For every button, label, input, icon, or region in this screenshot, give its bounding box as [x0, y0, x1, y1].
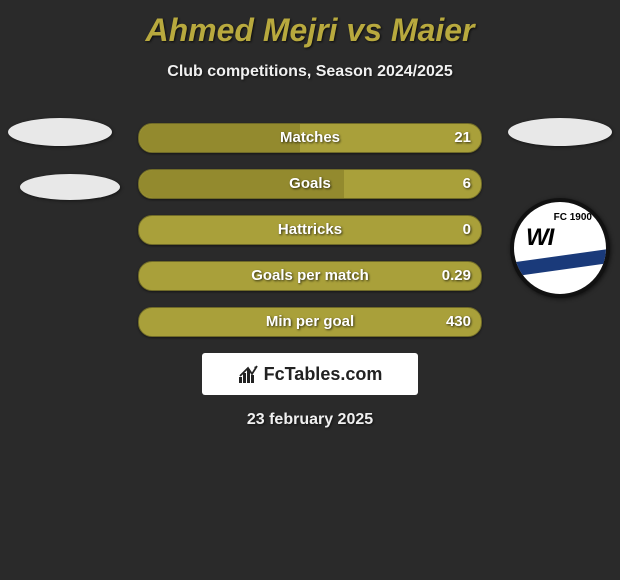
stat-right-value: 0.29: [442, 267, 471, 284]
stat-bar: Min per goal430: [138, 307, 482, 337]
subtitle: Club competitions, Season 2024/2025: [0, 63, 620, 81]
brand-text: FcTables.com: [264, 364, 383, 385]
stat-bar: Matches21: [138, 123, 482, 153]
left-player-logo: [8, 118, 120, 200]
page-title: Ahmed Mejri vs Maier: [0, 0, 620, 49]
date-text: 23 february 2025: [0, 411, 620, 429]
stat-right-value: 0: [463, 221, 471, 238]
comparison-bars: Matches21 Goals6 Hattricks0 Goals per match…: [138, 123, 482, 337]
stat-right-value: 6: [463, 175, 471, 192]
club-stripe: [510, 248, 610, 277]
club-big-text: WI: [526, 224, 553, 252]
stat-label: Goals per match: [139, 267, 481, 284]
stat-bar: Goals per match0.29: [138, 261, 482, 291]
stat-bar: Goals6: [138, 169, 482, 199]
stat-bar: Hattricks0: [138, 215, 482, 245]
club-logo: FC 1900 WI: [510, 198, 610, 298]
stat-right-value: 430: [446, 313, 471, 330]
ellipse-icon: [8, 118, 112, 146]
ellipse-icon: [508, 118, 612, 146]
stat-label: Hattricks: [139, 221, 481, 238]
brand-box: FcTables.com: [202, 353, 418, 395]
stat-label: Min per goal: [139, 313, 481, 330]
brand-chart-icon: [238, 363, 260, 385]
club-small-text: FC 1900: [554, 212, 592, 223]
stat-right-value: 21: [454, 129, 471, 146]
right-player-logo: FC 1900 WI: [508, 118, 612, 298]
ellipse-icon: [20, 174, 120, 200]
stat-label: Goals: [139, 175, 481, 192]
stat-label: Matches: [139, 129, 481, 146]
